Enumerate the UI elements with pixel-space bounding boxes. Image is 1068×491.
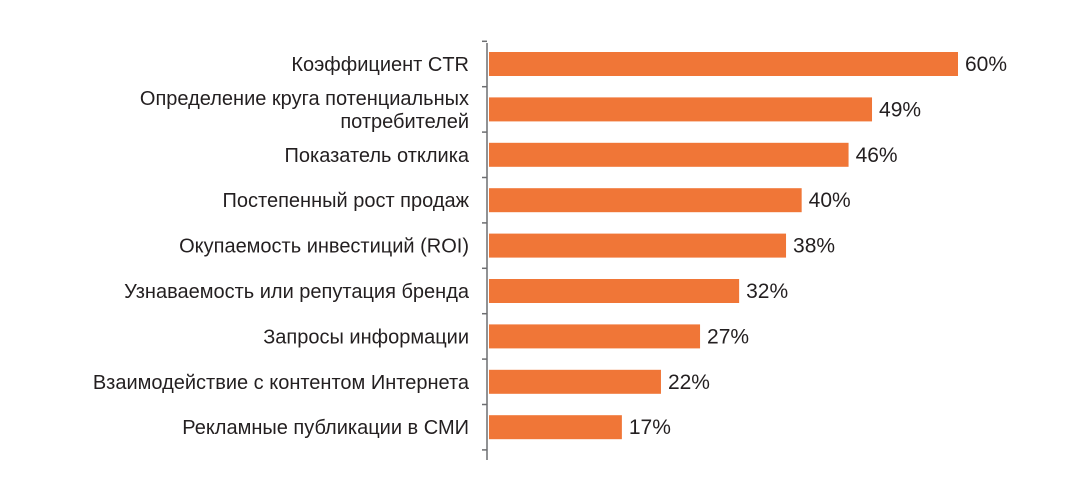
category-label-line: Коэффициент CTR bbox=[291, 54, 469, 76]
category-label: Рекламные публикации в СМИ bbox=[182, 417, 469, 439]
value-label: 27% bbox=[707, 325, 749, 348]
category-label-line: Взаимодействие с контентом Интернета bbox=[93, 372, 470, 394]
value-label: 49% bbox=[879, 98, 921, 121]
category-label: Показатель отклика bbox=[285, 145, 470, 167]
category-label-line: Постепенный рост продаж bbox=[223, 190, 470, 212]
category-label-line: Запросы информации bbox=[263, 326, 469, 348]
category-label: Коэффициент CTR bbox=[291, 54, 469, 76]
value-label: 60% bbox=[965, 53, 1007, 76]
category-labels: Коэффициент CTR Определение круга потенци… bbox=[93, 54, 470, 439]
bar bbox=[489, 369, 661, 394]
category-label: Постепенный рост продаж bbox=[223, 190, 470, 212]
bar bbox=[489, 279, 740, 303]
bar bbox=[489, 324, 701, 349]
category-label-line: Определение круга потенциальных bbox=[140, 88, 469, 110]
value-label: 46% bbox=[856, 144, 898, 167]
bars bbox=[489, 52, 958, 440]
category-label-line: Окупаемость инвестиций (ROI) bbox=[179, 236, 469, 258]
value-labels: 60% 49% 46%40% 38%32% 27% 22% 17% bbox=[629, 53, 1007, 439]
category-label: Узнаваемость или репутация бренда bbox=[124, 281, 470, 303]
category-label: Окупаемость инвестиций (ROI) bbox=[179, 236, 469, 258]
bar bbox=[489, 52, 958, 76]
value-label: 22% bbox=[668, 371, 710, 394]
bar bbox=[489, 97, 873, 122]
value-label: 17% bbox=[629, 416, 671, 439]
bar bbox=[489, 188, 802, 213]
category-label: Определение круга потенциальных потребите… bbox=[140, 88, 469, 133]
value-label: 40% bbox=[809, 189, 851, 212]
category-label-line: Показатель отклика bbox=[285, 145, 470, 167]
bar bbox=[489, 415, 622, 440]
bar bbox=[489, 233, 787, 258]
category-label-line: Узнаваемость или репутация бренда bbox=[124, 281, 470, 303]
value-label: 38% bbox=[793, 235, 835, 258]
category-label-line: потребителей bbox=[340, 111, 469, 133]
value-label: 32% bbox=[746, 280, 788, 303]
bar bbox=[489, 142, 849, 167]
category-label: Запросы информации bbox=[263, 326, 469, 348]
category-label-line: Рекламные публикации в СМИ bbox=[182, 417, 469, 439]
category-label: Взаимодействие с контентом Интернета bbox=[93, 372, 470, 394]
category-axis bbox=[482, 40, 488, 460]
